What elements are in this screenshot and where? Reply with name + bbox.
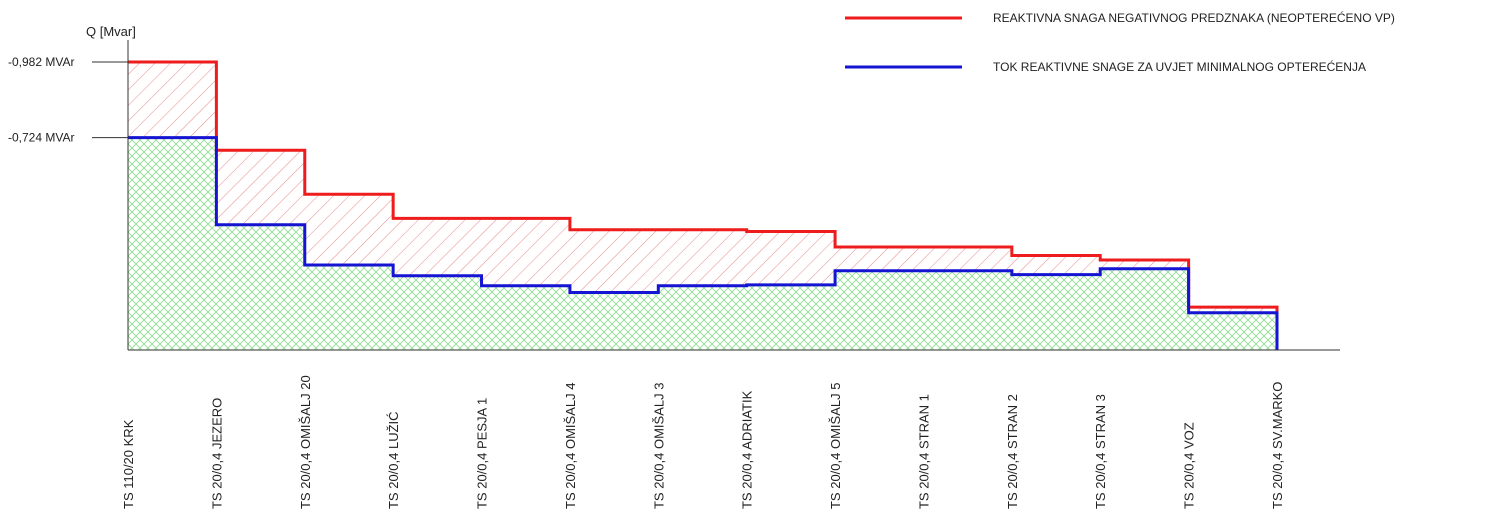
x-tick-label: TS 20/0,4 ADRIATIK — [740, 390, 755, 509]
plot-areas — [128, 62, 1277, 350]
area-green-crosshatch — [128, 137, 1277, 350]
legend: REAKTIVNA SNAGA NEGATIVNOG PREDZNAKA (NE… — [845, 10, 1395, 74]
x-tick-labels: TS 110/20 KRK TS 20/0,4 JEZERO TS 20/0,4 O… — [121, 375, 1285, 509]
x-tick-label: TS 20/0,4 STRAN 1 — [916, 394, 931, 509]
x-tick-label: TS 20/0,4 OMIŠALJ 4 — [563, 383, 578, 509]
x-tick-label: TS 20/0,4 JEZERO — [209, 398, 224, 509]
x-tick-label: TS 20/0,4 PESJA 1 — [475, 398, 490, 509]
x-tick-label: TS 20/0,4 OMIŠALJ 20 — [298, 375, 313, 509]
y-axis-label: Q [Mvar] — [86, 24, 136, 39]
x-tick-label: TS 20/0,4 LUŽIĆ — [386, 411, 401, 509]
y-ticks: -0,982 MVAr -0,724 MVAr — [8, 55, 128, 145]
series-line-red — [128, 60, 1279, 350]
x-tick-label: TS 20/0,4 STRAN 3 — [1093, 394, 1108, 509]
y-tick-label: -0,724 MVAr — [8, 131, 74, 145]
legend-label-red: REAKTIVNA SNAGA NEGATIVNOG PREDZNAKA (NE… — [993, 10, 1395, 25]
series-lines — [128, 60, 1279, 350]
x-tick-label: TS 20/0,4 OMIŠALJ 3 — [651, 383, 666, 509]
series-line-blue — [128, 136, 1279, 350]
x-tick-label: TS 20/0,4 STRAN 2 — [1005, 394, 1020, 509]
x-tick-label: TS 20/0,4 VOZ — [1182, 422, 1197, 509]
area-red-hatch — [128, 62, 1277, 313]
y-tick-label: -0,982 MVAr — [8, 55, 74, 69]
x-tick-label: TS 20/0,4 OMIŠALJ 5 — [828, 383, 843, 509]
x-tick-label: TS 110/20 KRK — [121, 419, 136, 509]
legend-label-blue: TOK REAKTIVNE SNAGE ZA UVJET MINIMALNOG … — [993, 59, 1366, 74]
x-tick-label: TS 20/0,4 SV.MARKO — [1270, 382, 1285, 509]
